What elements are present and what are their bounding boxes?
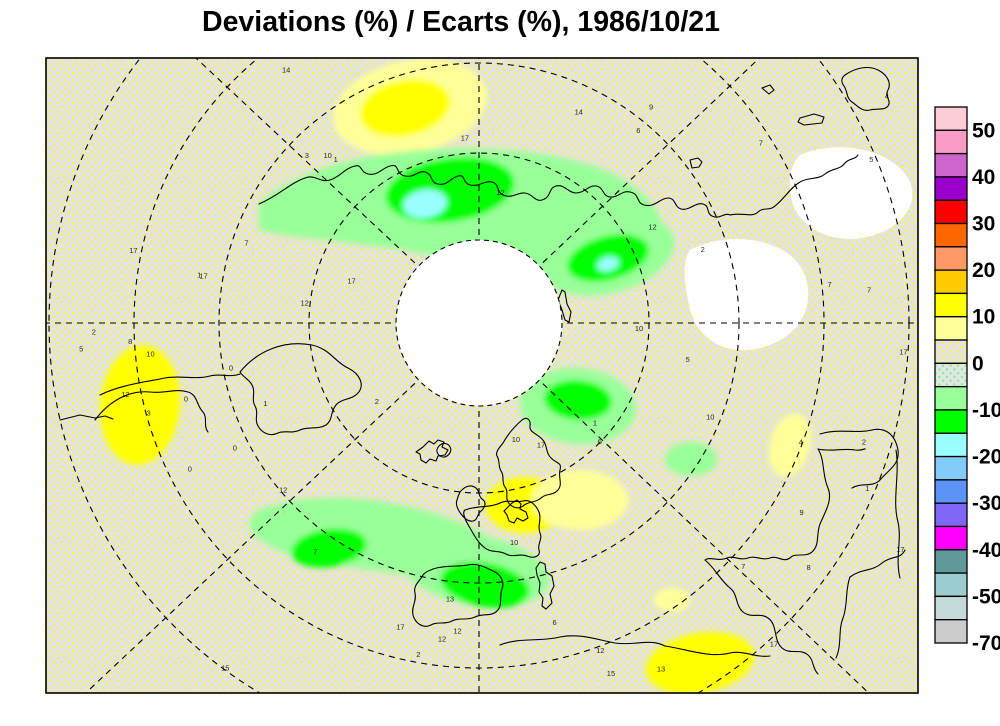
svg-text:-20: -20 bbox=[972, 446, 1000, 469]
svg-text:-30: -30 bbox=[972, 492, 1000, 515]
svg-text:-40: -40 bbox=[972, 539, 1000, 562]
svg-text:10: 10 bbox=[972, 306, 995, 329]
svg-text:20: 20 bbox=[972, 259, 995, 282]
svg-text:50: 50 bbox=[972, 119, 995, 142]
svg-text:-70: -70 bbox=[972, 632, 1000, 655]
svg-text:40: 40 bbox=[972, 166, 995, 189]
svg-text:-50: -50 bbox=[972, 585, 1000, 608]
svg-text:30: 30 bbox=[972, 213, 995, 236]
svg-text:-10: -10 bbox=[972, 399, 1000, 422]
svg-text:0: 0 bbox=[972, 352, 984, 375]
